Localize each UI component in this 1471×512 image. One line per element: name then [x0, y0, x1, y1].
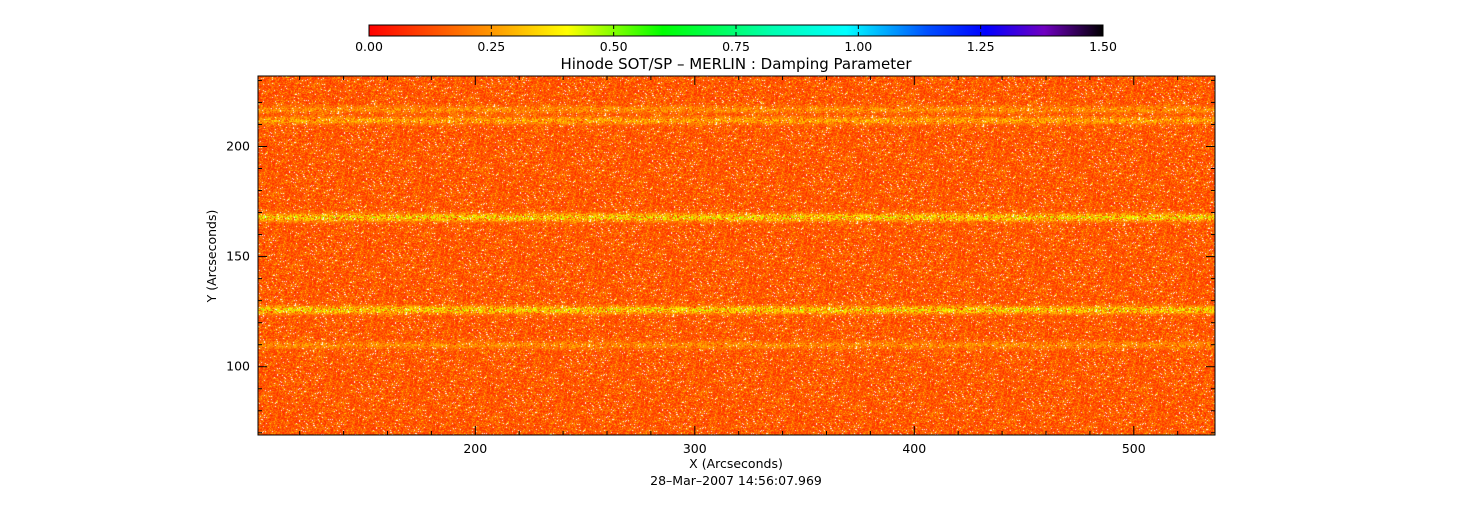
colorbar-ticks: 0.00 0.25 0.50 0.75 1.00 1.25 1.50 [355, 25, 1117, 54]
y-tick-label: 200 [226, 138, 250, 153]
chart-title: Hinode SOT/SP – MERLIN : Damping Paramet… [560, 55, 912, 73]
colorbar-tick-label: 0.00 [355, 39, 383, 54]
y-axis-label: Y (Arcseconds) [204, 210, 219, 304]
colorbar-tick-label: 1.00 [844, 39, 872, 54]
colorbar-tick-label: 0.25 [477, 39, 505, 54]
colorbar-tick-label: 0.75 [722, 39, 750, 54]
heatmap-image [258, 76, 1215, 435]
timestamp: 28–Mar–2007 14:56:07.969 [650, 473, 822, 488]
axes: 200 300 400 500 100 150 200 [226, 76, 1215, 456]
x-tick-label: 300 [683, 441, 707, 456]
x-tick-label: 400 [902, 441, 926, 456]
y-tick-label: 100 [226, 359, 250, 374]
colorbar-tick-label: 1.50 [1089, 39, 1117, 54]
colorbar-tick-label: 0.50 [600, 39, 628, 54]
plot-frame [257, 75, 1216, 436]
plot-area [257, 75, 1216, 436]
y-tick-label: 150 [226, 249, 250, 264]
x-tick-label: 500 [1122, 441, 1146, 456]
x-tick-label: 200 [463, 441, 487, 456]
x-axis-label: X (Arcseconds) [689, 456, 783, 471]
colorbar-tick-label: 1.25 [967, 39, 995, 54]
